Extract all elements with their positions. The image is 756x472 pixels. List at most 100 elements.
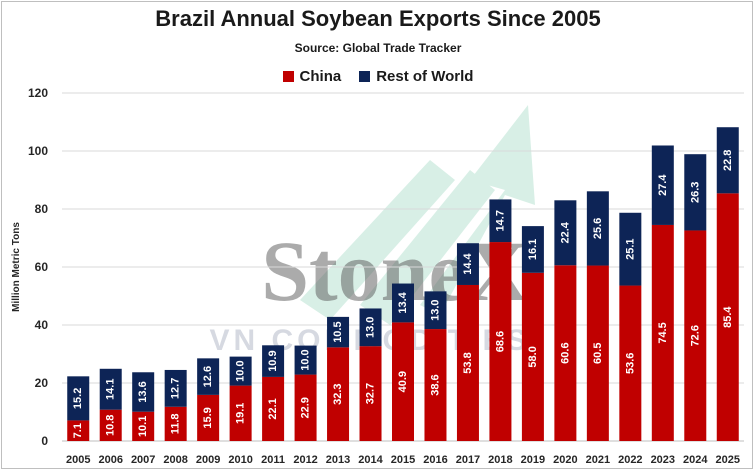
bar-rest-of-world-2005 bbox=[67, 376, 90, 421]
data-label-rest-of-world-2018: 14.7 bbox=[494, 210, 506, 231]
data-label-china-2005: 7.1 bbox=[72, 423, 84, 438]
data-label-rest-of-world-2017: 14.4 bbox=[462, 253, 474, 275]
x-tick-label: 2011 bbox=[261, 454, 285, 466]
y-tick-label: 0 bbox=[41, 434, 48, 448]
data-label-rest-of-world-2015: 13.4 bbox=[397, 291, 409, 313]
data-label-rest-of-world-2020: 22.4 bbox=[559, 221, 571, 243]
watermark-arrow bbox=[300, 105, 535, 325]
x-tick-label: 2020 bbox=[553, 454, 577, 466]
bar-china-2018 bbox=[489, 242, 512, 441]
data-label-china-2018: 68.6 bbox=[494, 331, 506, 352]
data-label-rest-of-world-2008: 12.7 bbox=[170, 378, 182, 399]
legend-swatch-china bbox=[282, 71, 294, 82]
data-label-china-2024: 72.6 bbox=[689, 325, 701, 346]
bar-china-2023 bbox=[651, 224, 674, 441]
data-label-china-2025: 85.4 bbox=[722, 306, 734, 328]
bar-rest-of-world-2017 bbox=[456, 243, 479, 285]
x-tick-label: 2019 bbox=[521, 454, 545, 466]
data-label-rest-of-world-2019: 16.1 bbox=[527, 239, 539, 260]
bar-china-2012 bbox=[294, 374, 317, 441]
legend-swatch-rest-of-world bbox=[359, 71, 371, 82]
data-label-rest-of-world-2025: 22.8 bbox=[722, 150, 734, 171]
legend-item-rest-of-world: Rest of World bbox=[359, 68, 473, 85]
data-label-china-2021: 60.5 bbox=[592, 343, 604, 364]
data-label-china-2010: 19.1 bbox=[235, 403, 247, 424]
bar-china-2011 bbox=[262, 376, 285, 441]
bar-china-2025 bbox=[716, 193, 739, 441]
data-label-china-2023: 74.5 bbox=[657, 322, 669, 343]
chart-subtitle: Source: Global Trade Tracker bbox=[294, 41, 462, 55]
bar-china-2013 bbox=[327, 347, 350, 441]
data-label-china-2016: 38.6 bbox=[429, 374, 441, 395]
data-label-rest-of-world-2007: 13.6 bbox=[137, 381, 149, 402]
data-label-rest-of-world-2016: 13.0 bbox=[429, 299, 441, 320]
bar-rest-of-world-2016 bbox=[424, 291, 447, 330]
bar-china-2010 bbox=[229, 385, 252, 441]
bar-rest-of-world-2015 bbox=[392, 283, 414, 323]
x-tick-label: 2014 bbox=[358, 454, 383, 466]
data-label-china-2015: 40.9 bbox=[397, 371, 409, 392]
data-label-rest-of-world-2024: 26.3 bbox=[689, 182, 701, 203]
data-label-rest-of-world-2006: 14.1 bbox=[105, 379, 117, 400]
x-tick-label: 2025 bbox=[716, 454, 740, 466]
data-label-china-2006: 10.8 bbox=[105, 415, 117, 436]
bar-china-2007 bbox=[132, 411, 155, 441]
bar-china-2008 bbox=[164, 406, 187, 441]
y-tick-label: 100 bbox=[28, 144, 48, 158]
x-tick-label: 2024 bbox=[683, 454, 708, 466]
x-tick-label: 2021 bbox=[586, 454, 610, 466]
bar-china-2014 bbox=[359, 346, 382, 441]
data-label-rest-of-world-2005: 15.2 bbox=[72, 388, 84, 409]
x-tick-label: 2005 bbox=[66, 454, 90, 466]
x-tick-label: 2009 bbox=[196, 454, 220, 466]
bar-rest-of-world-2020 bbox=[554, 200, 577, 266]
y-tick-label: 120 bbox=[28, 86, 48, 100]
bar-rest-of-world-2021 bbox=[586, 191, 609, 266]
bar-rest-of-world-2024 bbox=[684, 154, 707, 231]
data-label-rest-of-world-2023: 27.4 bbox=[657, 174, 669, 196]
bar-rest-of-world-2006 bbox=[99, 368, 122, 410]
data-label-rest-of-world-2014: 13.0 bbox=[365, 317, 377, 338]
bar-rest-of-world-2011 bbox=[262, 345, 285, 377]
legend-label-china: China bbox=[299, 68, 342, 85]
bar-china-2005 bbox=[67, 420, 90, 441]
bar-china-2016 bbox=[424, 329, 447, 441]
y-tick-label: 40 bbox=[35, 318, 49, 332]
x-tick-label: 2015 bbox=[391, 454, 415, 466]
bar-china-2021 bbox=[586, 265, 609, 441]
bar-china-2020 bbox=[554, 265, 577, 441]
bar-rest-of-world-2007 bbox=[132, 372, 155, 412]
y-tick-label: 20 bbox=[35, 376, 49, 390]
data-label-china-2008: 11.8 bbox=[170, 413, 182, 434]
data-label-china-2011: 22.1 bbox=[267, 398, 279, 419]
x-tick-label: 2023 bbox=[651, 454, 675, 466]
data-label-rest-of-world-2009: 12.6 bbox=[202, 366, 214, 387]
x-tick-label: 2008 bbox=[163, 454, 187, 466]
x-tick-label: 2016 bbox=[423, 454, 447, 466]
x-tick-label: 2006 bbox=[98, 454, 122, 466]
bar-rest-of-world-2013 bbox=[327, 316, 350, 348]
data-label-china-2020: 60.6 bbox=[559, 342, 571, 363]
bar-rest-of-world-2022 bbox=[619, 212, 642, 286]
data-label-rest-of-world-2013: 10.5 bbox=[332, 321, 344, 342]
data-label-china-2009: 15.9 bbox=[202, 407, 214, 428]
bar-rest-of-world-2009 bbox=[197, 358, 220, 395]
bar-rest-of-world-2014 bbox=[359, 308, 382, 347]
data-label-china-2019: 58.0 bbox=[527, 346, 539, 367]
y-axis-title: Million Metric Tons bbox=[11, 222, 22, 312]
bar-rest-of-world-2010 bbox=[229, 356, 252, 386]
bar-china-2006 bbox=[99, 409, 122, 441]
bar-china-2019 bbox=[521, 272, 544, 441]
data-label-rest-of-world-2010: 10.0 bbox=[235, 360, 247, 381]
data-label-rest-of-world-2022: 25.1 bbox=[624, 238, 636, 259]
bar-china-2017 bbox=[456, 284, 479, 441]
x-tick-label: 2022 bbox=[618, 454, 642, 466]
bar-china-2009 bbox=[197, 394, 220, 441]
bar-china-2024 bbox=[684, 230, 707, 441]
legend-item-china: China bbox=[282, 68, 342, 85]
x-tick-label: 2012 bbox=[293, 454, 317, 466]
bar-rest-of-world-2025 bbox=[716, 127, 739, 194]
